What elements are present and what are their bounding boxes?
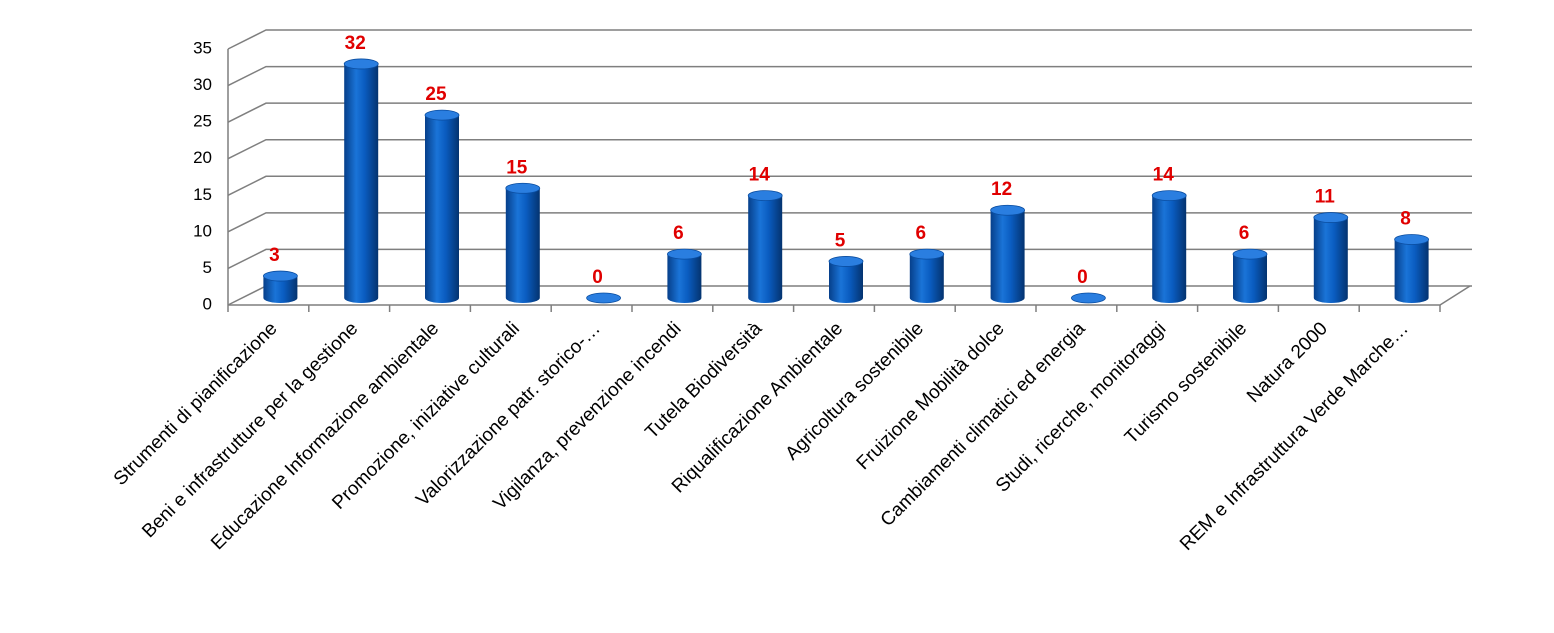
y-tick-label: 35 xyxy=(193,38,212,57)
bar xyxy=(1071,292,1106,304)
bar-body xyxy=(263,276,298,303)
bar-top xyxy=(1232,248,1268,260)
y-tick-label: 25 xyxy=(193,112,212,131)
bar-body xyxy=(1313,217,1348,303)
y-tick-label: 10 xyxy=(193,221,212,240)
bar-body xyxy=(1394,239,1429,303)
value-label: 6 xyxy=(1239,223,1250,244)
value-label: 0 xyxy=(1077,267,1088,288)
value-label: 25 xyxy=(425,84,447,105)
value-label: 5 xyxy=(835,230,846,251)
bar xyxy=(586,292,621,304)
value-label: 6 xyxy=(916,223,927,244)
bar-body xyxy=(344,63,379,303)
bar-body xyxy=(425,115,459,304)
bar-top xyxy=(909,248,945,260)
value-label: 6 xyxy=(673,223,684,244)
bar xyxy=(262,270,298,303)
value-label: 0 xyxy=(592,267,603,288)
y-tick-label: 0 xyxy=(203,294,212,313)
bar-body xyxy=(748,195,783,303)
grid-line xyxy=(227,248,1472,270)
y-tick-label: 5 xyxy=(203,258,212,277)
bar xyxy=(667,248,702,303)
bar-top xyxy=(343,58,379,70)
value-label: 11 xyxy=(1315,187,1336,208)
grid-line xyxy=(227,175,1472,196)
bar-top xyxy=(424,109,460,121)
value-label: 12 xyxy=(991,179,1012,200)
x-tick-label: Fruizione Mobilità dolce xyxy=(853,318,1009,474)
bar xyxy=(747,190,783,303)
bar-top xyxy=(1071,292,1106,304)
y-tick-label: 15 xyxy=(193,185,212,204)
bar-body xyxy=(667,254,702,303)
bar xyxy=(1313,212,1349,303)
value-label: 14 xyxy=(749,165,771,186)
bar xyxy=(1151,190,1187,303)
bar-body xyxy=(1233,254,1267,303)
bar xyxy=(1394,234,1429,303)
bar-top xyxy=(1151,190,1187,202)
grid-line xyxy=(227,29,1472,50)
bar-top xyxy=(1313,212,1349,223)
x-tick-label: Natura 2000 xyxy=(1243,318,1332,407)
bar-top xyxy=(586,292,621,304)
bar-top xyxy=(262,270,298,282)
value-label: 32 xyxy=(345,33,366,54)
bar-top xyxy=(828,256,864,267)
x-tick-label: Riqualificazione Ambientale xyxy=(668,318,847,497)
grid-line xyxy=(227,212,1472,233)
bar xyxy=(990,204,1025,303)
bar xyxy=(424,109,460,304)
value-label: 15 xyxy=(506,157,528,178)
x-tick-label: Strumenti di pianificazione xyxy=(110,318,282,490)
bar-top xyxy=(1394,234,1429,245)
grid-line xyxy=(227,102,1472,123)
y-tick-label: 20 xyxy=(193,148,212,167)
value-label: 8 xyxy=(1400,209,1411,230)
bar xyxy=(909,248,945,303)
bar-body xyxy=(829,261,863,303)
bar-top xyxy=(505,182,541,194)
bar-body xyxy=(505,188,540,303)
y-tick-label: 30 xyxy=(193,75,212,94)
bar-body xyxy=(990,210,1025,303)
bar-top xyxy=(667,248,702,260)
bar xyxy=(828,256,864,303)
value-label: 14 xyxy=(1153,165,1175,186)
bar-body xyxy=(1152,195,1187,303)
bar-top xyxy=(990,204,1025,216)
x-tick-label: Agricoltura sostenibile xyxy=(782,318,928,464)
bar xyxy=(1232,248,1268,303)
bar xyxy=(505,182,541,303)
grid-line xyxy=(227,138,1472,160)
value-label: 3 xyxy=(269,245,280,266)
grid-line xyxy=(227,65,1472,87)
bar-body xyxy=(909,254,944,303)
bar xyxy=(343,58,379,303)
bar-top xyxy=(747,190,783,202)
x-tick-label: Studi, ricerche, monitoraggi xyxy=(992,318,1170,496)
